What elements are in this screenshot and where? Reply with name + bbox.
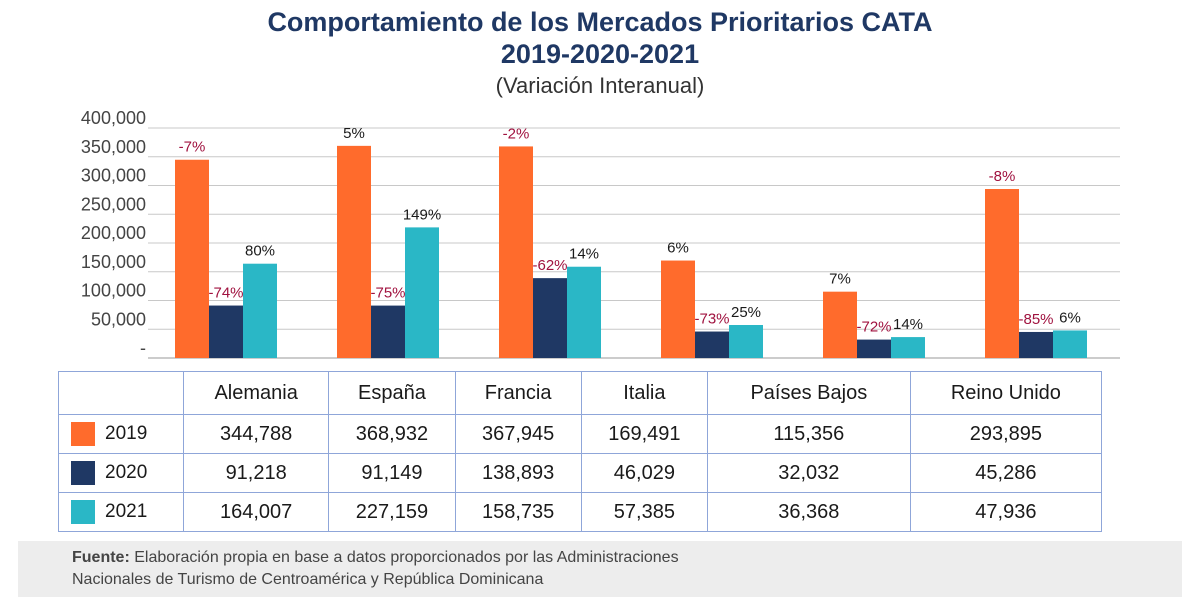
table-cell: 367,945 <box>454 414 582 454</box>
legend-swatch <box>71 461 95 485</box>
table-row: 2019 344,788 368,932 367,945 169,491 115,356 2… <box>58 414 1103 454</box>
table-col-header: Francia <box>454 371 582 415</box>
y-tick-label: 200,000 <box>81 223 146 243</box>
bar <box>891 337 925 358</box>
table-row: 2020 91,218 91,149 138,893 46,029 32,032 45,28… <box>58 453 1103 493</box>
legend-swatch <box>71 422 95 446</box>
table-cell: 36,368 <box>706 492 911 532</box>
data-label: -7% <box>179 139 206 156</box>
chart-years: 2019-2020-2021 <box>500 39 700 69</box>
data-label: 25% <box>731 304 761 321</box>
chart-title: Comportamiento de los Mercados Prioritar… <box>267 7 933 37</box>
bar <box>405 227 439 358</box>
bar <box>985 189 1019 358</box>
chart-subtitle: (Variación Interanual) <box>495 73 705 98</box>
table-col-header: Reino Unido <box>909 371 1103 415</box>
bar <box>533 278 567 358</box>
bar <box>175 159 209 358</box>
table-row-header: 2021 <box>58 492 184 532</box>
bar <box>371 305 405 358</box>
bar <box>729 325 763 358</box>
y-tick-label: 50,000 <box>91 309 146 329</box>
bar <box>1019 331 1053 358</box>
table-cell: 368,932 <box>328 414 456 454</box>
table-col-header: Alemania <box>182 371 330 415</box>
table-cell: 32,032 <box>706 453 911 493</box>
data-table: Alemania España Francia Italia Países Bajos R… <box>58 371 1103 532</box>
bar <box>695 331 729 358</box>
data-label: 80% <box>245 243 275 260</box>
bar <box>209 305 243 358</box>
table-col-header: España <box>328 371 456 415</box>
data-label: -75% <box>370 285 405 302</box>
bar <box>567 266 601 358</box>
data-label: -62% <box>532 257 567 274</box>
title-block: Comportamiento de los Mercados Prioritar… <box>0 6 1200 100</box>
footer-line-2: Nacionales de Turismo de Centroamérica y… <box>72 571 544 588</box>
table-cell: 169,491 <box>580 414 708 454</box>
table-cell: 138,893 <box>454 453 582 493</box>
table-cell: 227,159 <box>328 492 456 532</box>
data-label: -73% <box>694 311 729 328</box>
table-col-header: Italia <box>580 371 708 415</box>
bar <box>243 263 277 358</box>
bar <box>661 260 695 358</box>
y-tick-label: - <box>140 338 146 358</box>
data-label: 149% <box>403 206 441 223</box>
source-footer: Fuente: Elaboración propia en base a dat… <box>18 541 1182 597</box>
y-tick-label: 400,000 <box>81 108 146 128</box>
bar <box>1053 330 1087 358</box>
table-cell: 344,788 <box>182 414 330 454</box>
table-cell: 293,895 <box>909 414 1103 454</box>
data-label: -85% <box>1018 311 1053 328</box>
table-header-row: Alemania España Francia Italia Países Bajos R… <box>58 371 1103 415</box>
table-corner <box>58 371 184 415</box>
table-cell: 45,286 <box>909 453 1103 493</box>
table-cell: 46,029 <box>580 453 708 493</box>
data-label: 7% <box>829 271 851 288</box>
data-label: -2% <box>503 125 530 142</box>
table-row: 2021 164,007 227,159 158,735 57,385 36,368 47,… <box>58 492 1103 532</box>
legend-year-label: 2021 <box>105 501 148 522</box>
legend-year-label: 2020 <box>105 462 148 483</box>
bar <box>499 146 533 358</box>
table-row-header: 2020 <box>58 453 184 493</box>
y-tick-label: 300,000 <box>81 166 146 186</box>
footer-source-label: Fuente: <box>72 549 130 566</box>
y-tick-label: 150,000 <box>81 252 146 272</box>
data-label: 14% <box>569 246 599 263</box>
bar <box>857 339 891 358</box>
table-cell: 91,149 <box>328 453 456 493</box>
bar <box>823 291 857 358</box>
data-label: 5% <box>343 125 365 142</box>
data-label: -74% <box>208 285 243 302</box>
table-cell: 158,735 <box>454 492 582 532</box>
data-label: -8% <box>989 168 1016 185</box>
table-row-header: 2019 <box>58 414 184 454</box>
y-tick-label: 350,000 <box>81 137 146 157</box>
table-cell: 164,007 <box>182 492 330 532</box>
footer-line-1: Elaboración propia en base a datos propo… <box>129 549 679 566</box>
table-cell: 91,218 <box>182 453 330 493</box>
legend-swatch <box>71 500 95 524</box>
data-label: 6% <box>1059 309 1081 326</box>
table-cell: 57,385 <box>580 492 708 532</box>
y-tick-label: 100,000 <box>81 281 146 301</box>
bar <box>337 145 371 358</box>
data-label: 6% <box>667 240 689 257</box>
data-label: 14% <box>893 316 923 333</box>
y-tick-label: 250,000 <box>81 194 146 214</box>
data-label: -72% <box>856 319 891 336</box>
table-cell: 115,356 <box>706 414 911 454</box>
table-cell: 47,936 <box>909 492 1103 532</box>
bar-chart: - 50,000 100,000 150,000 200,000 250,000 300,0… <box>81 108 1120 359</box>
legend-year-label: 2019 <box>105 423 148 444</box>
table-col-header: Países Bajos <box>706 371 911 415</box>
